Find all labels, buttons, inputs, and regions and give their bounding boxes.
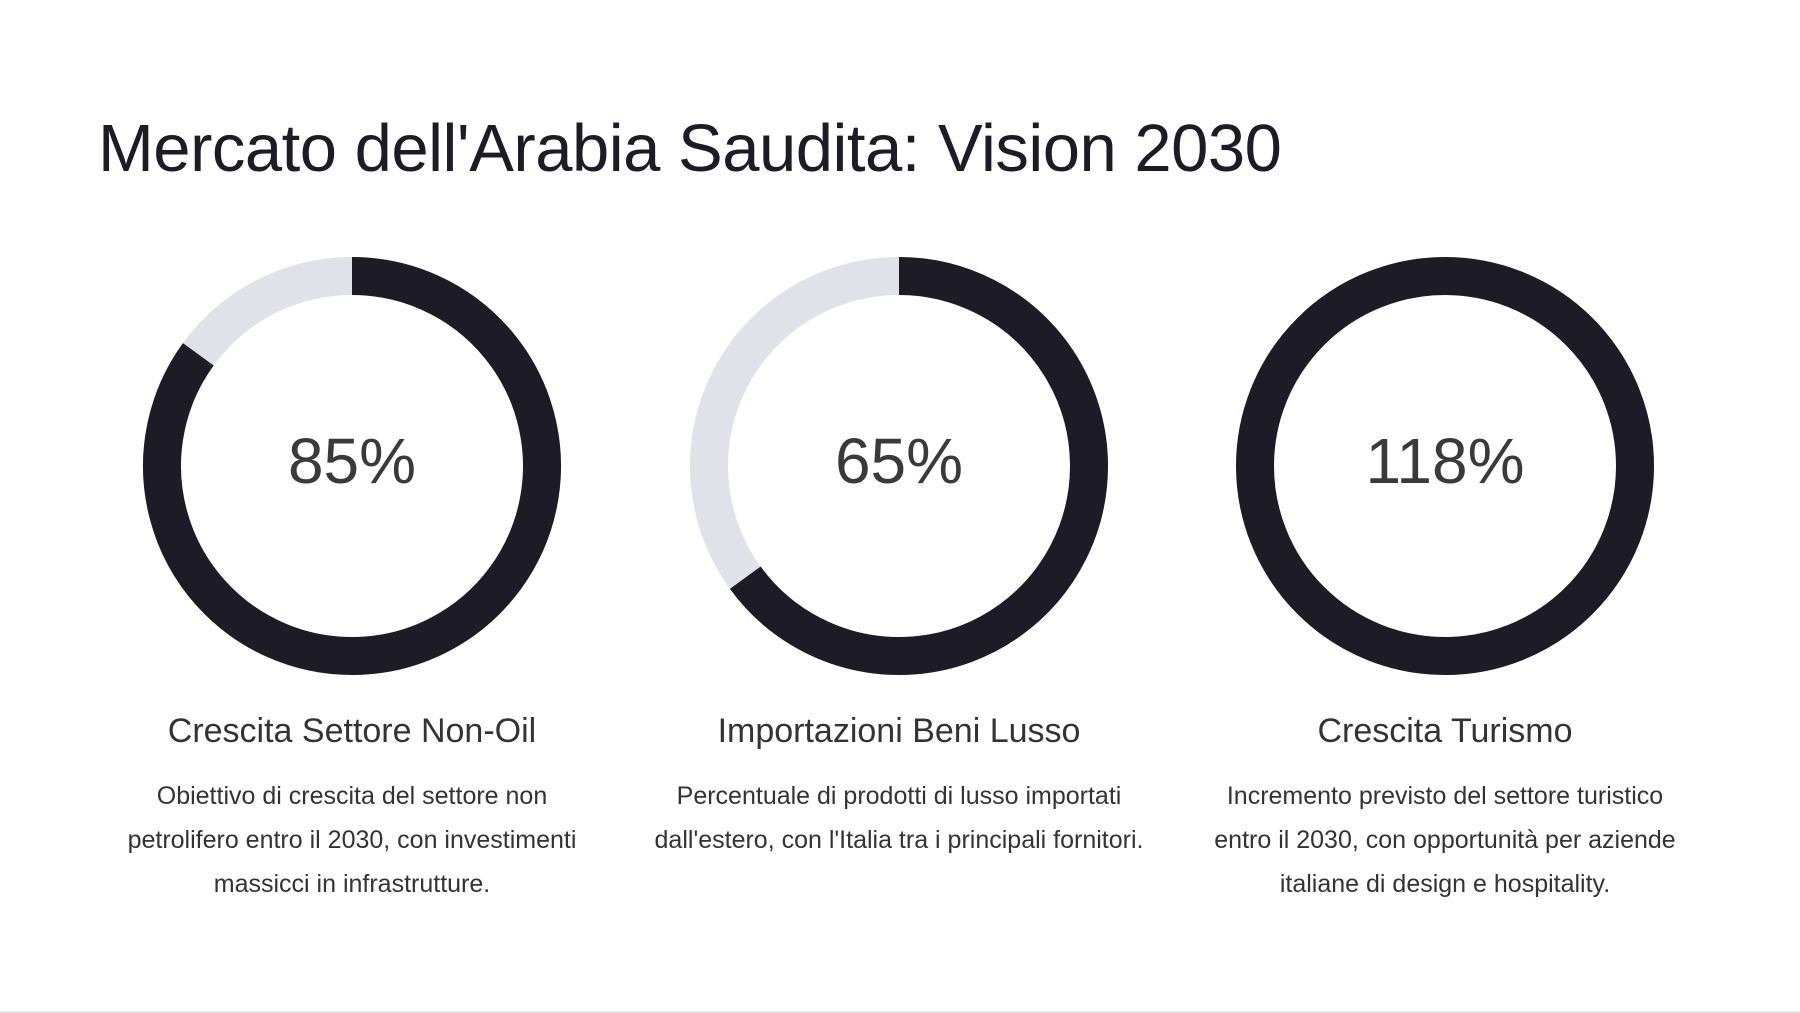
page-title: Mercato dell'Arabia Saudita: Vision 2030 — [98, 111, 1282, 186]
value-label: 118% — [1366, 425, 1525, 497]
chart-title: Crescita Turismo — [1317, 712, 1573, 750]
value-label: 65% — [835, 425, 963, 497]
chart-title: Crescita Settore Non-Oil — [167, 712, 537, 750]
chart-title: Importazioni Beni Lusso — [717, 712, 1081, 750]
value-label: 85% — [288, 425, 416, 497]
chart-description: Incremento previsto del settore turistic… — [1214, 782, 1676, 898]
donut-arc — [1236, 257, 1654, 675]
donut-arc — [143, 257, 561, 675]
chart-description: Obiettivo di crescita del settore non pe… — [127, 782, 577, 898]
chart-description: Percentuale di prodotti di lusso importa… — [654, 782, 1144, 854]
donut-arc — [729, 257, 1108, 675]
